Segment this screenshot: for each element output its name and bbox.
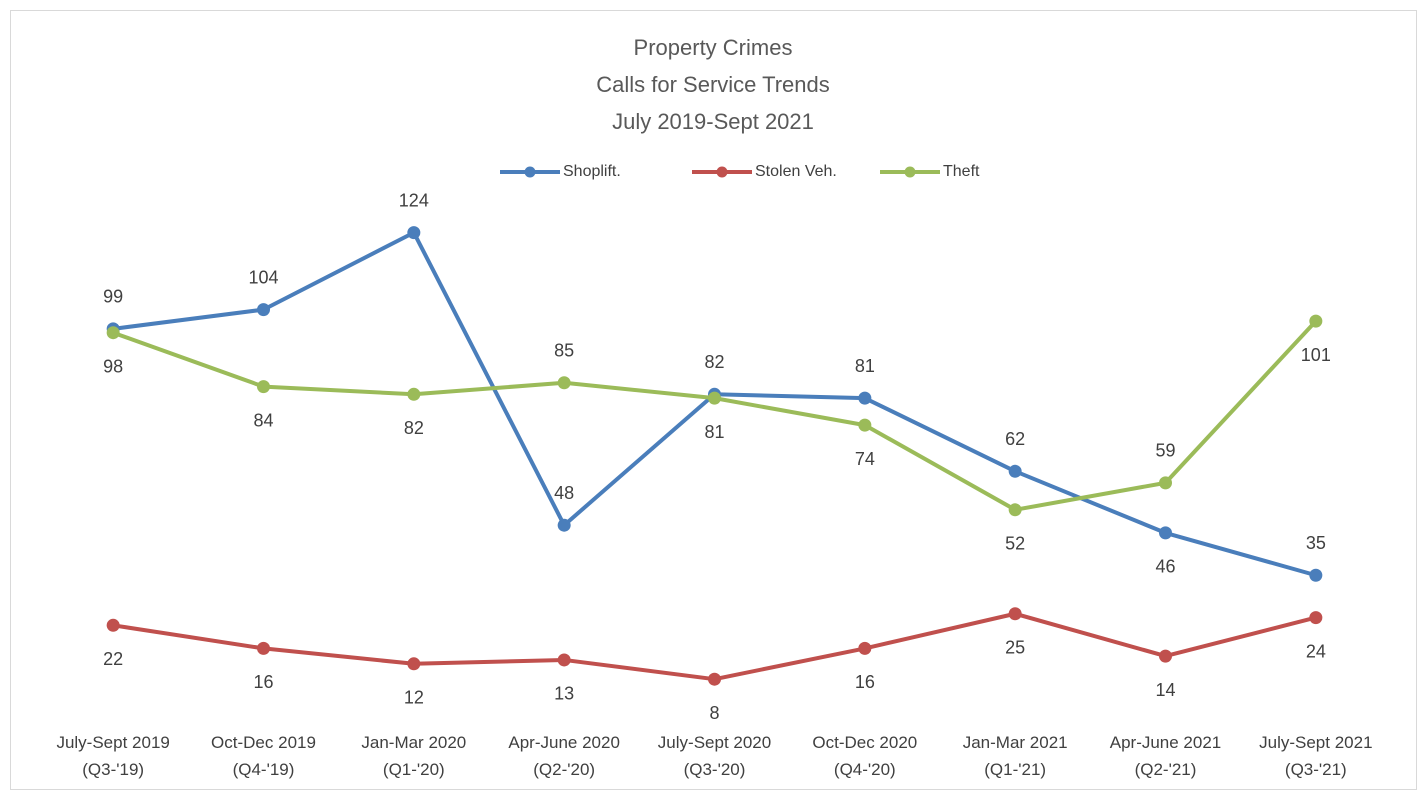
x-tick-label-line: (Q4-'19): [233, 760, 295, 779]
data-label: 48: [554, 483, 574, 503]
x-tick-label-line: Oct-Dec 2020: [812, 733, 917, 752]
x-tick-label-line: Jan-Mar 2020: [361, 733, 466, 752]
data-label: 14: [1155, 680, 1175, 700]
chart-title: July 2019-Sept 2021: [612, 109, 814, 134]
data-point: [407, 226, 421, 240]
x-tick-label-line: July-Sept 2019: [56, 733, 169, 752]
data-point: [1309, 314, 1323, 328]
data-point: [257, 641, 270, 655]
x-tick-label-line: Apr-June 2020: [508, 733, 620, 752]
x-tick-label: Apr-June 2020 (Q2-'20): [508, 733, 620, 779]
x-tick-label: July-Sept 2021 (Q3-'21): [1259, 733, 1372, 779]
x-tick-label: July-Sept 2019 (Q3-'19): [56, 733, 169, 779]
data-point: [708, 672, 721, 686]
legend-label: Stolen Veh.: [755, 163, 837, 180]
legend-label: Theft: [943, 163, 980, 180]
data-label: 16: [253, 672, 273, 692]
data-point: [257, 380, 270, 394]
data-label: 84: [253, 410, 273, 430]
data-point: [1159, 526, 1172, 540]
x-tick-label-line: July-Sept 2020: [658, 733, 771, 752]
data-point: [858, 391, 872, 405]
data-point: [1008, 503, 1022, 517]
data-point: [1309, 611, 1323, 625]
data-label: 99: [103, 287, 123, 307]
data-label: 24: [1306, 641, 1326, 661]
data-label: 22: [103, 649, 123, 669]
data-label: 104: [248, 267, 278, 287]
data-point: [407, 657, 421, 671]
legend-marker: [716, 166, 728, 178]
x-tick-label-line: (Q2-'21): [1135, 760, 1197, 779]
x-tick-label: Oct-Dec 2019 (Q4-'19): [211, 733, 316, 779]
data-point: [858, 418, 872, 432]
data-label: 46: [1155, 557, 1175, 577]
x-tick-label: Apr-June 2021 (Q2-'21): [1110, 733, 1222, 779]
legend-marker: [904, 166, 916, 178]
x-tick-label-line: Jan-Mar 2021: [963, 733, 1068, 752]
data-label: 81: [704, 422, 724, 442]
legend-label: Shoplift.: [563, 163, 621, 180]
x-tick-label: Jan-Mar 2020 (Q1-'20): [361, 733, 466, 779]
chart-title: Calls for Service Trends: [596, 72, 830, 97]
data-label: 81: [855, 356, 875, 376]
data-point: [1309, 568, 1323, 582]
x-tick-label-line: (Q4-'20): [834, 760, 896, 779]
data-label: 98: [103, 356, 123, 376]
data-point: [1008, 464, 1022, 478]
data-point: [557, 518, 571, 532]
data-label: 62: [1005, 429, 1025, 449]
data-label: 52: [1005, 534, 1025, 554]
data-label: 59: [1155, 441, 1175, 461]
x-tick-label-line: (Q3-'20): [684, 760, 746, 779]
x-tick-label-line: (Q1-'21): [984, 760, 1046, 779]
x-tick-label-line: (Q2-'20): [533, 760, 595, 779]
legend-marker: [524, 166, 536, 178]
x-tick-label: Jan-Mar 2021 (Q1-'21): [963, 733, 1068, 779]
x-tick-label-line: (Q3-'21): [1285, 760, 1347, 779]
x-tick-label: Oct-Dec 2020 (Q4-'20): [812, 733, 917, 779]
data-point: [106, 618, 120, 632]
data-label: 124: [399, 190, 429, 210]
data-point: [257, 303, 270, 317]
data-label: 35: [1306, 533, 1326, 553]
data-label: 8: [709, 703, 719, 723]
data-label: 85: [554, 341, 574, 361]
data-label: 82: [704, 352, 724, 372]
data-point: [106, 326, 120, 340]
x-tick-label-line: Oct-Dec 2019: [211, 733, 316, 752]
data-point: [708, 391, 721, 405]
data-point: [1008, 607, 1022, 621]
data-label: 74: [855, 449, 875, 469]
data-point: [557, 653, 571, 667]
data-point: [1159, 476, 1172, 490]
x-tick-label-line: (Q3-'19): [82, 760, 144, 779]
data-label: 101: [1301, 345, 1331, 365]
x-tick-label: July-Sept 2020 (Q3-'20): [658, 733, 771, 779]
data-label: 12: [404, 688, 424, 708]
x-tick-label-line: Apr-June 2021: [1110, 733, 1222, 752]
data-point: [858, 641, 872, 655]
data-point: [557, 376, 571, 390]
data-label: 16: [855, 672, 875, 692]
data-label: 13: [554, 684, 574, 704]
data-label: 25: [1005, 638, 1025, 658]
x-tick-label-line: (Q1-'20): [383, 760, 445, 779]
data-label: 82: [404, 418, 424, 438]
x-tick-label-line: July-Sept 2021: [1259, 733, 1372, 752]
chart-title: Property Crimes: [634, 35, 793, 60]
data-point: [1159, 649, 1172, 663]
data-point: [407, 387, 421, 401]
